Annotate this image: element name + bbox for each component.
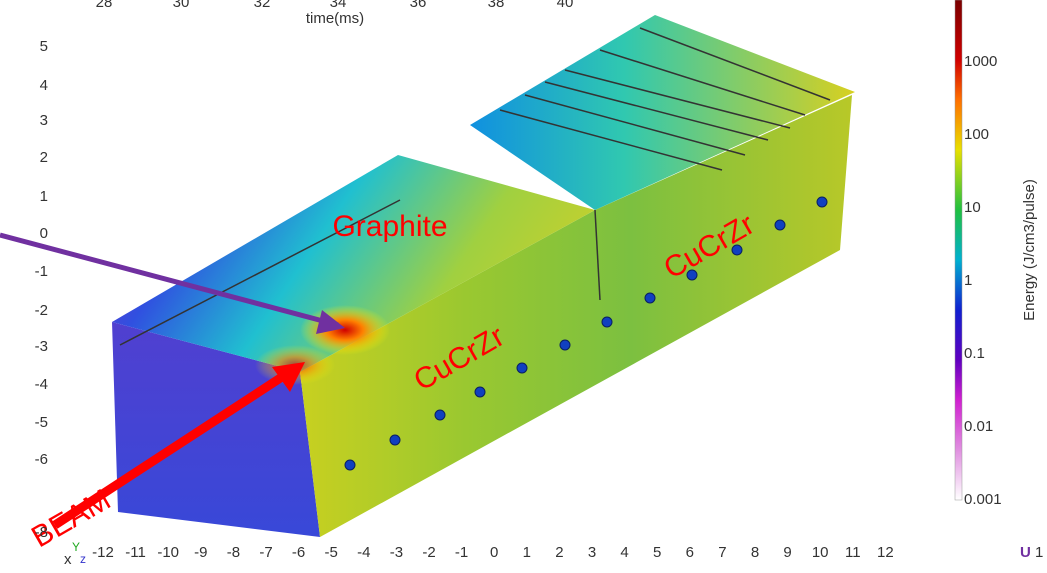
colorbar-title: Energy (J/cm3/pulse) — [1021, 179, 1038, 321]
bottom-tick-label: 12 — [877, 544, 894, 561]
bottom-tick-label: -8 — [227, 544, 240, 561]
top-tick-label: 28 — [96, 0, 113, 11]
left-tick-label: 3 — [40, 112, 48, 129]
bottom-tick-label: -5 — [325, 544, 338, 561]
bottom-tick-label: -1 — [455, 544, 468, 561]
axis-corner: x — [64, 551, 72, 568]
axis-corner: Y — [72, 540, 80, 554]
left-tick-label: -3 — [35, 338, 48, 355]
bottom-tick-label: 3 — [588, 544, 596, 561]
bottom-tick-label: 7 — [718, 544, 726, 561]
left-tick-label: -6 — [35, 451, 48, 468]
left-tick-label: 4 — [40, 77, 48, 94]
bottom-tick-label: 11 — [845, 544, 861, 561]
bottom-tick-label: -12 — [92, 544, 114, 561]
top-tick-label: 30 — [173, 0, 190, 11]
left-tick-label: 2 — [40, 149, 48, 166]
top-tick-label: 40 — [557, 0, 574, 11]
colorbar-tick-label: 0.01 — [964, 418, 993, 435]
scene: Graphite CuCrZr CuCrZr BEAM time(ms) Ene… — [0, 0, 1047, 573]
model — [112, 15, 855, 537]
bottom-tick-label: -10 — [157, 544, 179, 561]
bottom-tick-label: 10 — [812, 544, 829, 561]
graphite-label: Graphite — [332, 210, 447, 243]
colorbar-tick-label: 1 — [964, 272, 972, 289]
left-tick-label: 5 — [40, 38, 48, 55]
bottom-tick-label: -2 — [422, 544, 435, 561]
colorbar — [955, 0, 962, 500]
bottom-tick-label: -9 — [194, 544, 207, 561]
left-tick-label: 0 — [40, 225, 48, 242]
colorbar-tick-label: 1000 — [964, 53, 997, 70]
bottom-tick-label: 2 — [555, 544, 563, 561]
bottom-tick-label: -6 — [292, 544, 305, 561]
colorbar-tick-label: 100 — [964, 126, 989, 143]
colorbar-tick-label: 0.001 — [964, 491, 1002, 508]
top-axis-label: time(ms) — [306, 10, 364, 27]
left-tick-label: -2 — [35, 302, 48, 319]
axis-corner: z — [80, 552, 86, 566]
left-tick-label: -5 — [35, 414, 48, 431]
bottom-tick-label: 6 — [686, 544, 694, 561]
page: Graphite CuCrZr CuCrZr BEAM time(ms) Ene… — [0, 0, 1047, 573]
top-tick-label: 32 — [254, 0, 271, 11]
top-tick-label: 36 — [410, 0, 427, 11]
bottom-tick-label: 4 — [620, 544, 628, 561]
top-tick-label: 34 — [330, 0, 347, 11]
colorbar-tick-label: 0.1 — [964, 345, 985, 362]
bottom-tick-label: 1 — [523, 544, 531, 561]
left-tick-label: -1 — [35, 263, 48, 280]
colorbar-tick-label: 10 — [964, 199, 981, 216]
left-tick-label: -4 — [35, 376, 48, 393]
left-tick-label: -8 — [35, 524, 48, 541]
bottom-tick-label: -11 — [125, 544, 146, 561]
bottom-tick-label: -7 — [259, 544, 272, 561]
left-tick-label: 1 — [40, 188, 48, 205]
top-tick-label: 38 — [488, 0, 505, 11]
bottom-tick-label: -3 — [390, 544, 403, 561]
bottom-tick-label: 8 — [751, 544, 759, 561]
axis-end-mark: U — [1020, 544, 1031, 561]
bottom-tick-label: 5 — [653, 544, 661, 561]
bottom-tick-label: 0 — [490, 544, 498, 561]
bottom-tick-label: -4 — [357, 544, 370, 561]
axis-end-digit: 1 — [1035, 544, 1043, 561]
bottom-tick-label: 9 — [783, 544, 791, 561]
